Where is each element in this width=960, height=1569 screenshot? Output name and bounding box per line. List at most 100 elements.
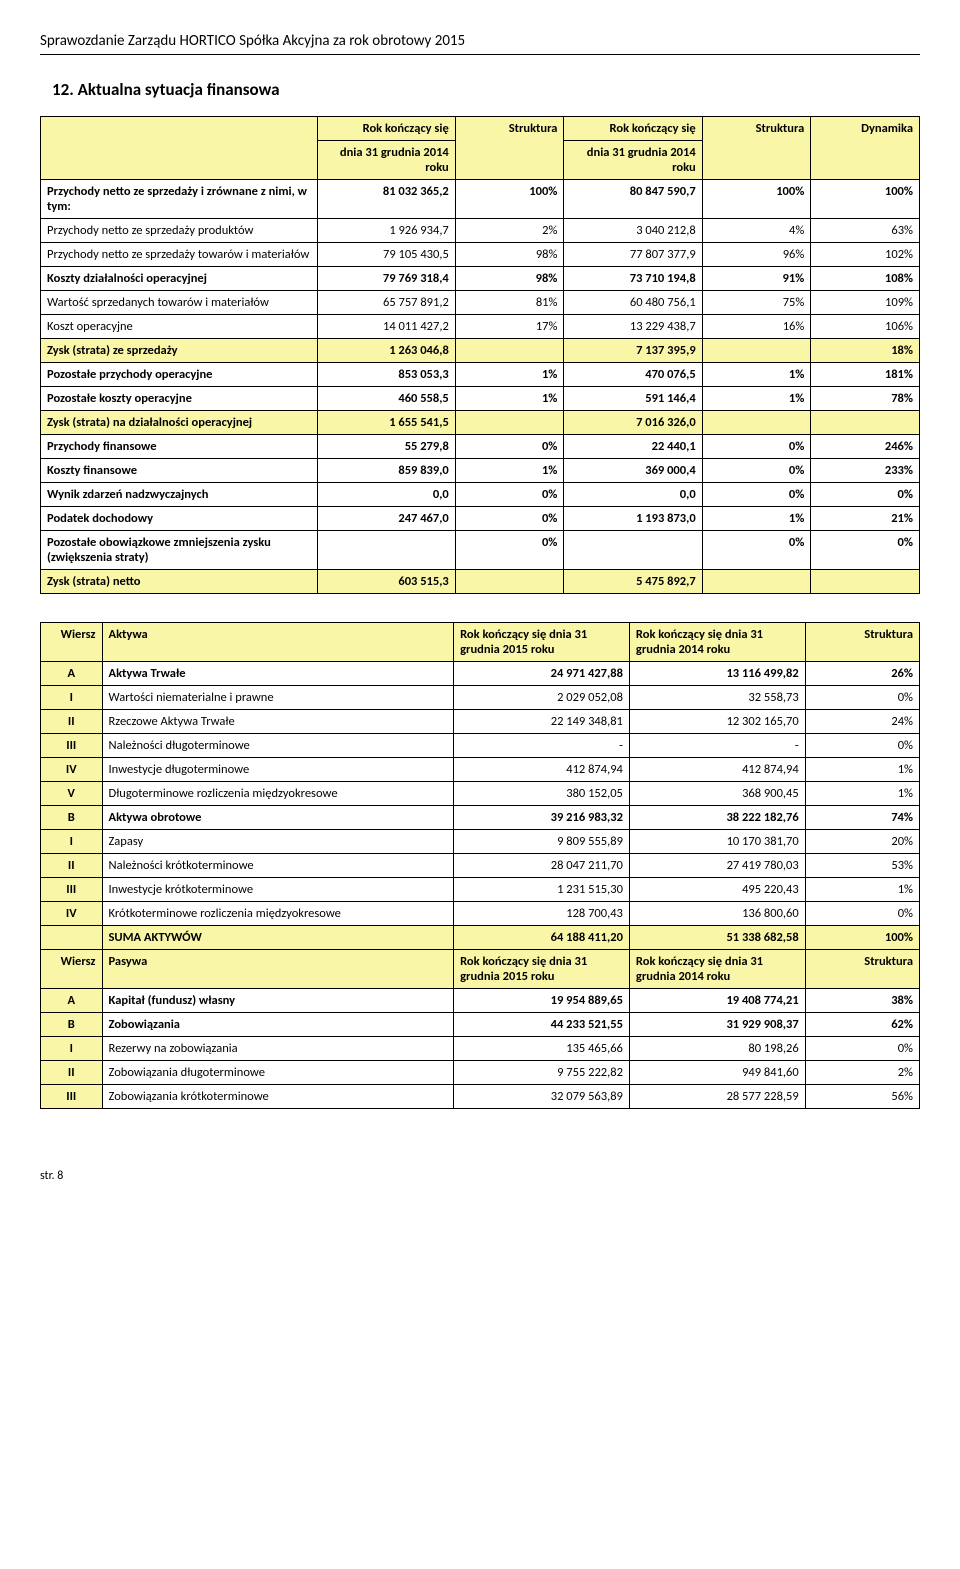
cell: 1% [805,878,919,902]
cell [317,531,455,570]
cell: 19 408 774,21 [629,989,805,1013]
cell: Zysk (strata) ze sprzedaży [41,339,318,363]
cell: Podatek dochodowy [41,507,318,531]
cell: 73 710 194,8 [564,267,702,291]
cell: 0% [455,531,564,570]
cell: Koszty finansowe [41,459,318,483]
row-index: II [41,1061,103,1085]
cell: 0% [805,902,919,926]
cell: 1% [455,459,564,483]
cell: 1% [702,363,811,387]
cell: 22 440,1 [564,435,702,459]
cell: 470 076,5 [564,363,702,387]
table-row: Pozostałe koszty operacyjne460 558,51%59… [41,387,920,411]
table-row: Pozostałe obowiązkowe zmniejszenia zysku… [41,531,920,570]
table-row: SUMA AKTYWÓW64 188 411,2051 338 682,5810… [41,926,920,950]
table-row: IZapasy9 809 555,8910 170 381,7020% [41,830,920,854]
cell: 7 016 326,0 [564,411,702,435]
cell: 1% [805,758,919,782]
row-index: IV [41,758,103,782]
cell: 5 475 892,7 [564,570,702,594]
row-index: B [41,1013,103,1037]
cell: 853 053,3 [317,363,455,387]
dynamics-header: Dynamika [811,117,920,180]
cell: 412 874,94 [454,758,630,782]
cell: 80 847 590,7 [564,180,702,219]
cell: 380 152,05 [454,782,630,806]
cell [702,411,811,435]
row-index: I [41,686,103,710]
row-index: A [41,662,103,686]
cell: 14 011 427,2 [317,315,455,339]
cell: Pozostałe koszty operacyjne [41,387,318,411]
cell: 32 079 563,89 [454,1085,630,1109]
cell: 949 841,60 [629,1061,805,1085]
cell: 100% [702,180,811,219]
cell [455,570,564,594]
cell: 22 149 348,81 [454,710,630,734]
table-row: Wynik zdarzeń nadzwyczajnych0,00%0,00%0% [41,483,920,507]
cell: 98% [455,267,564,291]
table-row: Koszty finansowe859 839,01%369 000,40%23… [41,459,920,483]
cell: 38 222 182,76 [629,806,805,830]
cell: 56% [805,1085,919,1109]
cell: 74% [805,806,919,830]
cell: Wynik zdarzeń nadzwyczajnych [41,483,318,507]
cell: 80 198,26 [629,1037,805,1061]
period-2014-header: Rok kończący się dnia 31 grudnia 2014 ro… [629,623,805,662]
cell: SUMA AKTYWÓW [102,926,454,950]
table-row: Koszt operacyjne14 011 427,217%13 229 43… [41,315,920,339]
cell [455,339,564,363]
cell: 247 467,0 [317,507,455,531]
cell: 79 769 318,4 [317,267,455,291]
cell: Koszty działalności operacyjnej [41,267,318,291]
cell: 109% [811,291,920,315]
cell: 13 229 438,7 [564,315,702,339]
period-2015-header: Rok kończący się dnia 31 grudnia 2015 ro… [454,623,630,662]
cell: 246% [811,435,920,459]
period-2014-header-2: Rok kończący się dnia 31 grudnia 2014 ro… [629,950,805,989]
cell: 81 032 365,2 [317,180,455,219]
aktywa-header: Aktywa [102,623,454,662]
structure-header-2: Struktura [805,950,919,989]
cell: Przychody netto ze sprzedaży produktów [41,219,318,243]
cell: 3 040 212,8 [564,219,702,243]
cell: - [629,734,805,758]
cell: 0,0 [317,483,455,507]
cell: 28 577 228,59 [629,1085,805,1109]
page-footer: str. 8 [40,1169,920,1183]
cell: 181% [811,363,920,387]
cell [702,339,811,363]
wiersz-header: Wiersz [41,623,103,662]
cell: 1 231 515,30 [454,878,630,902]
table-row: IINależności krótkoterminowe28 047 211,7… [41,854,920,878]
table-row: Zysk (strata) ze sprzedaży1 263 046,8 7 1… [41,339,920,363]
cell: 0% [811,483,920,507]
cell: 0% [805,1037,919,1061]
cell: 859 839,0 [317,459,455,483]
cell: 369 000,4 [564,459,702,483]
cell: 98% [455,243,564,267]
wiersz-header-2: Wiersz [41,950,103,989]
cell: 60 480 756,1 [564,291,702,315]
cell: 0,0 [564,483,702,507]
table-row: IIZobowiązania długoterminowe9 755 222,8… [41,1061,920,1085]
table-row: Przychody netto ze sprzedaży produktów1 … [41,219,920,243]
cell: 1 263 046,8 [317,339,455,363]
table-row: BAktywa obrotowe39 216 983,3238 222 182,… [41,806,920,830]
cell: 16% [702,315,811,339]
cell: 53% [805,854,919,878]
cell: 27 419 780,03 [629,854,805,878]
cell: 24% [805,710,919,734]
cell: 495 220,43 [629,878,805,902]
date-header-2: dnia 31 grudnia 2014 roku [564,141,702,180]
row-index: IV [41,902,103,926]
table-row: Podatek dochodowy247 467,00%1 193 873,01… [41,507,920,531]
cell: 1% [702,387,811,411]
cell: 7 137 395,9 [564,339,702,363]
cell: 75% [702,291,811,315]
cell: 62% [805,1013,919,1037]
cell: 44 233 521,55 [454,1013,630,1037]
cell: 0% [702,435,811,459]
document-header: Sprawozdanie Zarządu HORTICO Spółka Akcy… [40,32,920,55]
